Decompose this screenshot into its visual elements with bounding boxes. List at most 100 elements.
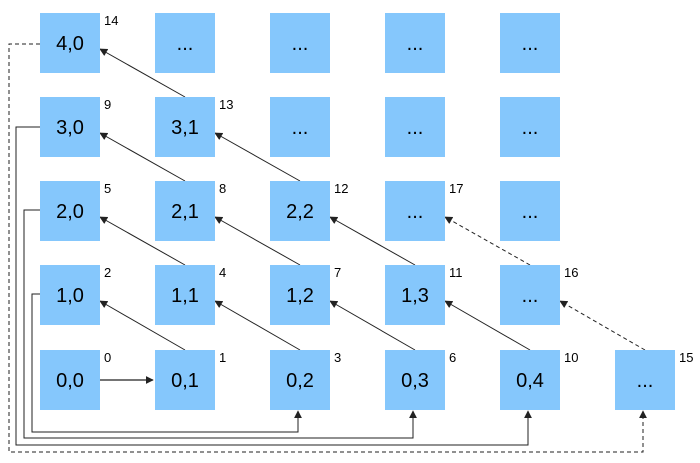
cell-label: ... xyxy=(522,33,539,55)
cell-label: 2,0 xyxy=(56,201,84,223)
cell-c-2-4: ... xyxy=(500,181,560,241)
cell-box xyxy=(155,97,215,157)
cell-c-0-5: ... 15 xyxy=(615,350,693,410)
cell-label: ... xyxy=(522,201,539,223)
cell-c-4-2: ... xyxy=(270,13,330,73)
edge-2-1-to-3-0 xyxy=(99,132,186,182)
cell-box xyxy=(270,13,330,73)
cell-box xyxy=(270,265,330,325)
cell-c-3-1: 3,1 13 xyxy=(155,97,233,157)
cell-label: 3,0 xyxy=(56,117,84,139)
order-number: 11 xyxy=(449,265,463,280)
cell-c-2-3: ... 17 xyxy=(385,181,463,241)
cell-label: ... xyxy=(407,33,424,55)
cell-label: ... xyxy=(522,285,539,307)
cell-c-4-1: ... xyxy=(155,13,215,73)
cell-box xyxy=(500,97,560,157)
order-number: 12 xyxy=(334,181,348,196)
cell-c-2-0: 2,05 xyxy=(40,181,111,241)
cell-label: 1,1 xyxy=(171,285,199,307)
cell-c-0-4: 0,4 10 xyxy=(500,350,578,410)
cell-c-2-1: 2,18 xyxy=(155,181,226,241)
order-number: 0 xyxy=(104,350,111,365)
cell-box xyxy=(500,265,560,325)
edge-2-2-to-3-1 xyxy=(214,132,301,182)
cell-box xyxy=(155,181,215,241)
edge-0-1-to-1-0 xyxy=(99,300,186,351)
edges-layer xyxy=(8,43,647,453)
edge-1-1-to-2-0 xyxy=(99,216,186,266)
order-number: 10 xyxy=(564,350,578,365)
edge-1-3-to-2-2 xyxy=(329,216,416,266)
cell-box xyxy=(40,97,100,157)
edge-1-2-to-2-1 xyxy=(214,216,301,266)
cell-box xyxy=(270,350,330,410)
cell-box xyxy=(270,181,330,241)
edge-0-5-to-1-4 xyxy=(559,300,646,351)
cell-label: 1,2 xyxy=(286,285,314,307)
edge-0-4-to-1-3 xyxy=(444,300,531,351)
order-number: 5 xyxy=(104,181,111,196)
cell-label: 0,3 xyxy=(401,370,429,392)
cell-box xyxy=(270,97,330,157)
cell-label: 1,0 xyxy=(56,285,84,307)
edge-4-0-to-0-5 xyxy=(8,43,647,453)
cell-label: 2,2 xyxy=(286,201,314,223)
cell-label: ... xyxy=(292,33,309,55)
cells-layer: 4,014......... ...3,093,113...... ...2,052… xyxy=(40,13,693,410)
cell-label: ... xyxy=(177,33,194,55)
order-number: 15 xyxy=(679,350,693,365)
cell-box xyxy=(40,265,100,325)
cell-box xyxy=(155,265,215,325)
cell-box xyxy=(155,350,215,410)
cell-label: 0,4 xyxy=(516,370,544,392)
cell-box xyxy=(500,13,560,73)
cell-c-1-0: 1,02 xyxy=(40,265,111,325)
cell-box xyxy=(385,181,445,241)
cell-c-3-2: ... xyxy=(270,97,330,157)
cell-c-0-1: 0,11 xyxy=(155,350,226,410)
cell-box xyxy=(155,13,215,73)
order-number: 3 xyxy=(334,350,341,365)
cell-c-4-0: 4,0 14 xyxy=(40,13,118,73)
cell-label: 3,1 xyxy=(171,117,199,139)
edge-3-1-to-4-0 xyxy=(99,48,186,98)
order-number: 16 xyxy=(564,265,578,280)
cell-box xyxy=(40,181,100,241)
cell-c-1-4: ... 16 xyxy=(500,265,578,325)
order-number: 6 xyxy=(449,350,456,365)
cell-box xyxy=(385,265,445,325)
cell-c-3-3: ... xyxy=(385,97,445,157)
cell-c-1-2: 1,27 xyxy=(270,265,341,325)
cell-box xyxy=(40,350,100,410)
cell-box xyxy=(385,97,445,157)
order-number: 17 xyxy=(449,181,463,196)
cell-label: 4,0 xyxy=(56,33,84,55)
order-number: 14 xyxy=(104,13,118,28)
cell-box xyxy=(615,350,675,410)
order-number: 4 xyxy=(219,265,226,280)
cell-c-3-4: ... xyxy=(500,97,560,157)
cell-box xyxy=(500,350,560,410)
cell-label: 0,1 xyxy=(171,370,199,392)
cell-box xyxy=(500,181,560,241)
cell-label: 0,2 xyxy=(286,370,314,392)
cell-c-4-4: ... xyxy=(500,13,560,73)
cell-c-0-0: 0,00 xyxy=(40,350,111,410)
cell-c-1-1: 1,14 xyxy=(155,265,226,325)
order-number: 2 xyxy=(104,265,111,280)
order-number: 9 xyxy=(104,97,111,112)
cell-label: 1,3 xyxy=(401,285,429,307)
edge-1-0-to-0-2 xyxy=(31,293,302,433)
cell-label: 2,1 xyxy=(171,201,199,223)
edge-3-0-to-0-4 xyxy=(15,126,532,446)
cell-label: ... xyxy=(637,370,654,392)
order-number: 7 xyxy=(334,265,341,280)
cell-box xyxy=(385,13,445,73)
cell-label: ... xyxy=(407,201,424,223)
cell-box xyxy=(40,13,100,73)
cell-c-2-2: 2,2 12 xyxy=(270,181,348,241)
edge-2-0-to-0-3 xyxy=(23,209,417,439)
cell-label: 0,0 xyxy=(56,370,84,392)
